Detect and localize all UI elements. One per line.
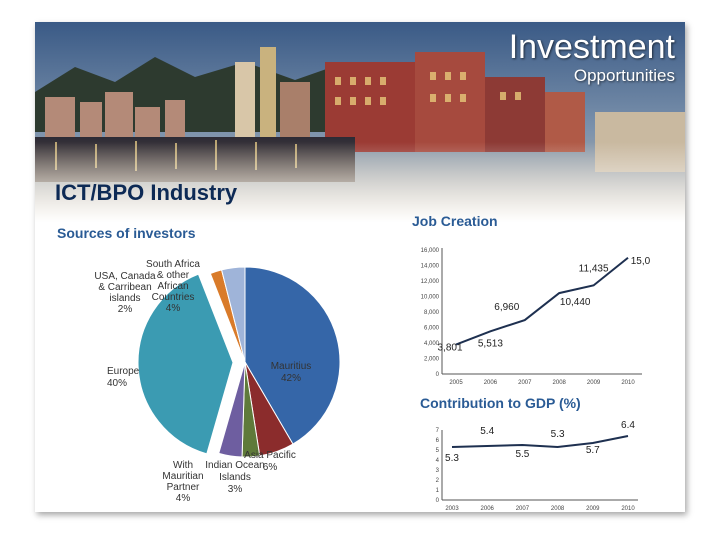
gdp-contribution-chart: 0 1 2 3 4 5 6 7 2003 2006 2007 2008 2009 2010 5.3 5.4… xyxy=(436,420,638,512)
pie-slice-with-mauritian-partner xyxy=(218,361,246,458)
gdp-data-label: 5.4 xyxy=(480,426,494,437)
job-ytick-label: 12,000 xyxy=(421,279,440,285)
pie-label-indian-ocean: Indian Ocean Islands 3% xyxy=(205,460,265,495)
gdp-chart-title: Contribution to GDP (%) xyxy=(420,395,581,411)
job-chart-title: Job Creation xyxy=(412,213,498,229)
gdp-xtick-label: 2003 xyxy=(445,506,459,512)
job-ytick-label: 10,000 xyxy=(421,295,440,301)
gdp-ytick-label: 5 xyxy=(436,448,440,454)
pie-label-asia-pacific: Asia Pacific 6% xyxy=(244,450,296,473)
job-xtick-label: 2008 xyxy=(553,380,567,386)
gdp-ytick-label: 1 xyxy=(436,488,440,494)
pie-label-mauritius: Mauritius 42% xyxy=(271,361,312,384)
section-heading: ICT/BPO Industry xyxy=(55,180,238,205)
pie-slice-mauritius xyxy=(244,266,341,445)
gdp-ytick-label: 0 xyxy=(436,498,440,504)
gdp-ytick-label: 2 xyxy=(436,478,440,484)
job-data-label: 3,801 xyxy=(437,343,462,354)
job-ytick-label: 0 xyxy=(436,372,440,378)
job-series-line xyxy=(455,256,629,346)
gdp-data-label: 5.7 xyxy=(586,445,600,456)
gdp-data-label: 5.5 xyxy=(515,449,529,460)
job-ytick-label: 14,000 xyxy=(421,264,440,270)
gdp-data-label: 5.3 xyxy=(551,429,565,440)
city-banner-image xyxy=(35,22,685,222)
gdp-ytick-label: 7 xyxy=(436,428,440,434)
job-data-label: 10,440 xyxy=(560,297,591,308)
job-ytick-label: 2,000 xyxy=(424,357,440,363)
job-xtick-label: 2006 xyxy=(484,380,498,386)
gdp-xtick-label: 2008 xyxy=(551,506,565,512)
pie-label-usa-canada: USA, Canada & Carribean islands 2% xyxy=(95,271,156,315)
job-xtick-label: 2010 xyxy=(621,380,635,386)
job-data-label: 15,000 xyxy=(631,256,650,267)
job-creation-chart: 0 2,000 4,000 6,000 8,000 10,000 12,000 14,000 1… xyxy=(421,248,650,386)
gdp-ytick-label: 6 xyxy=(436,438,440,444)
slide-subtitle: Opportunities xyxy=(573,66,675,85)
pie-chart-title: Sources of investors xyxy=(57,225,196,241)
job-ytick-label: 4,000 xyxy=(424,341,440,347)
job-data-label: 5,513 xyxy=(478,338,503,349)
gdp-xtick-label: 2007 xyxy=(516,506,530,512)
gdp-ytick-label: 4 xyxy=(436,458,440,464)
gdp-xtick-label: 2009 xyxy=(586,506,600,512)
gdp-data-label: 5.3 xyxy=(445,453,459,464)
pie-label-mauritian-partner: With Mauritian Partner 4% xyxy=(162,460,203,504)
slide-title: Investment xyxy=(508,28,675,66)
gdp-xtick-label: 2010 xyxy=(621,506,635,512)
gdp-series-line xyxy=(451,435,629,449)
job-xtick-label: 2009 xyxy=(587,380,601,386)
gdp-data-label: 6.4 xyxy=(621,420,635,431)
job-xtick-label: 2007 xyxy=(518,380,532,386)
pie-label-south-africa: South Africa & other African Countries 4% xyxy=(146,259,200,314)
pie-slice-south-africa-other-african-countries xyxy=(220,266,246,363)
slide: Investment Opportunities ICT/BPO Industr… xyxy=(35,22,685,512)
gdp-ytick-label: 3 xyxy=(436,468,440,474)
job-xtick-label: 2005 xyxy=(449,380,463,386)
pie-slice-europe xyxy=(137,273,234,455)
gdp-xtick-label: 2006 xyxy=(481,506,495,512)
pie-label-europe: Europe 40% xyxy=(107,366,140,389)
job-ytick-label: 16,000 xyxy=(421,248,440,254)
job-ytick-label: 8,000 xyxy=(424,310,440,316)
job-ytick-label: 6,000 xyxy=(424,326,440,332)
pie-chart: South Africa & other African Countries 4% US… xyxy=(95,259,341,504)
job-data-label: 11,435 xyxy=(579,263,609,274)
job-data-label: 6,960 xyxy=(494,302,519,313)
